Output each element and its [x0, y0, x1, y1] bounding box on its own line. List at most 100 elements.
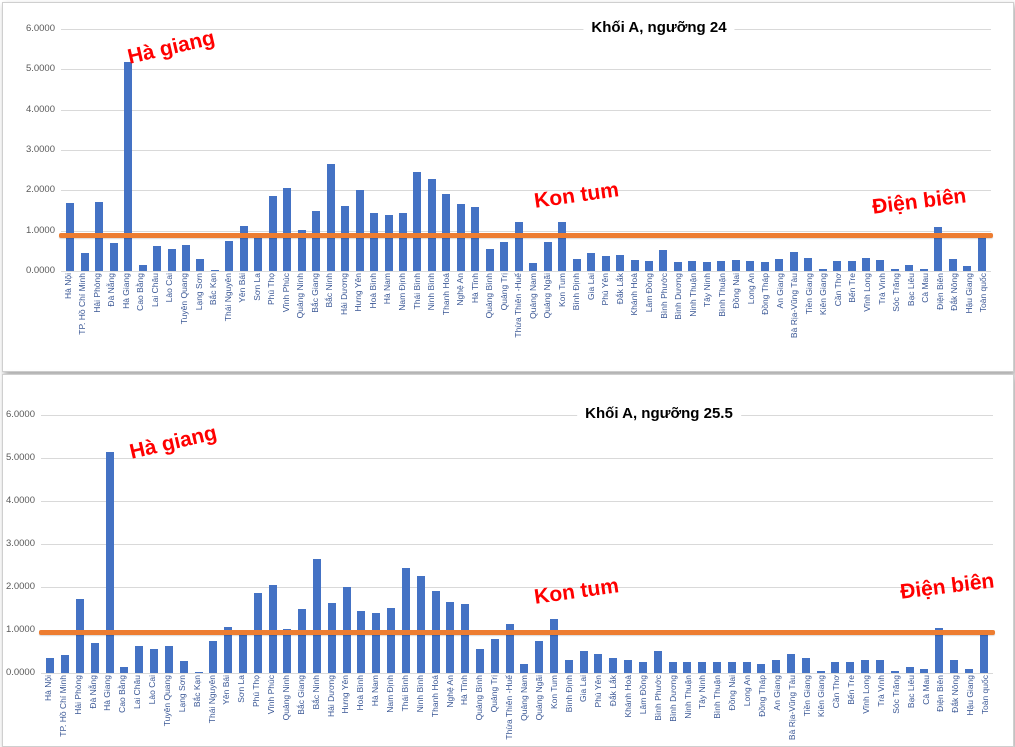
x-category-label: Yên Bái [221, 675, 232, 705]
bar-slot [221, 415, 236, 673]
bar-slot [947, 415, 962, 673]
bar-slot [191, 415, 206, 673]
x-label-cell: Long An [740, 675, 755, 706]
x-category-label: Sơn La [236, 675, 247, 703]
bar-Toàn quốc [977, 234, 986, 271]
x-labels: Hà Nội TP. Hồ Chí Minh Hải Phòng Đà Nẵng Hà … [61, 273, 991, 371]
bar-Cao Bằng [138, 265, 147, 271]
bar-slot [642, 29, 656, 271]
bar-Yên Bái [224, 627, 233, 673]
bar-An Giang [775, 259, 784, 271]
bar-Cần Thơ [833, 261, 842, 271]
x-category-label: Tiền Giang [801, 675, 812, 717]
x-label-cell: Nghệ An [453, 273, 468, 306]
bar-slot [265, 415, 280, 673]
bar-Quảng Nam [520, 664, 529, 673]
x-label-cell: Bình Định [562, 675, 577, 712]
x-label-cell: Quảng Ngãi [541, 273, 556, 318]
x-label-cell: Quảng Bình [472, 675, 487, 720]
bar-slot [439, 29, 453, 271]
x-category-label: Đồng Tháp [760, 273, 771, 315]
x-category-label: Bình Phước [658, 273, 669, 319]
x-category-label: Bình Dương [673, 273, 684, 320]
x-label-cell: Hậu Giang [962, 273, 977, 314]
bar-Lạng Sơn [179, 661, 188, 673]
bar-slot [206, 415, 221, 673]
bar-Bình Phước [659, 250, 668, 271]
x-label-cell: Ninh Thuận [686, 273, 701, 317]
bar-slot [769, 415, 784, 673]
bar-Cần Thơ [831, 662, 840, 673]
x-category-label: Thừa Thiên -Huế [504, 675, 515, 740]
bar-slot [410, 29, 424, 271]
x-category-label: Bắc Kạn [191, 675, 202, 708]
x-category-label: Hải Phòng [91, 273, 102, 313]
x-label-cell: Đắk Nông [947, 273, 962, 311]
bar-Lai Châu [135, 646, 144, 673]
bar-slot [561, 415, 576, 673]
x-category-label: Lào Cai [164, 273, 175, 303]
bar-Cà Mau [920, 669, 929, 673]
x-category-label: Phú Thọ [266, 273, 277, 305]
bar-slot [758, 29, 772, 271]
bar-Kon Tum [550, 619, 559, 673]
gridline [61, 231, 991, 232]
x-label-cell: Hưng Yên [352, 273, 367, 312]
x-category-label: Toàn quốc [978, 273, 989, 313]
bar-Sơn La [238, 632, 247, 673]
bar-Bến Tre [847, 261, 856, 271]
bar-slot [413, 415, 428, 673]
bar-slot [310, 415, 325, 673]
y-tick-label: 3.0000 [5, 538, 35, 549]
bar-Nghệ An [446, 602, 455, 673]
bar-slot [193, 29, 207, 271]
bar-slot [468, 29, 482, 271]
x-label-cell: Bình Định [570, 273, 585, 310]
bar-Quảng Ngãi [535, 641, 544, 673]
bar-slot [700, 29, 714, 271]
x-label-cell: Lạng Sơn [192, 273, 207, 310]
x-label-cell: Vĩnh Long [860, 273, 875, 312]
bar-slot [512, 29, 526, 271]
x-label-cell: Phú Thọ [249, 675, 264, 707]
bar-Bắc Giang [298, 609, 307, 673]
bar-Hải Phòng [76, 599, 85, 673]
x-category-label: Bến Tre [847, 273, 858, 303]
bar-slot [576, 415, 591, 673]
bar-Ninh Thuận [688, 261, 697, 271]
bar-Thái Nguyên [209, 641, 218, 673]
bar-slot [117, 415, 132, 673]
bar-Hải Dương [341, 206, 350, 271]
x-labels: Hà Nội TP. Hồ Chí Minh Hải Phòng Đà Nẵng Hà … [41, 675, 993, 746]
bar-slot [813, 415, 828, 673]
x-label-cell: Kiên Giang [817, 273, 832, 315]
bar-Hà Nam [384, 215, 393, 271]
x-category-label: Vĩnh Long [861, 675, 872, 714]
bar-slot [613, 29, 627, 271]
x-label-cell: Quảng Trị [487, 675, 502, 712]
x-category-label: Bến Tre [846, 675, 857, 705]
bar-slot [497, 29, 511, 271]
x-label-cell: Lai Châu [148, 273, 163, 307]
x-label-cell: Hà Nam [381, 273, 396, 304]
bar-Hưng Yên [355, 190, 364, 271]
bar-Đồng Tháp [757, 664, 766, 673]
x-label-cell: Hưng Yên [339, 675, 354, 714]
gridline [41, 501, 993, 502]
x-label-cell: Ninh Bình [413, 675, 428, 712]
bar-Hà Nội [46, 658, 55, 673]
bar-slot [695, 415, 710, 673]
x-category-label: Hải Phòng [72, 675, 83, 715]
plot-area [59, 29, 993, 272]
bar-Phú Yên [594, 654, 603, 673]
y-tick-label: 4.0000 [5, 495, 35, 506]
gridline [61, 271, 991, 272]
bar-Long An [742, 662, 751, 673]
bar-slot [606, 415, 621, 673]
bar-slot [87, 415, 102, 673]
y-tick-label: 6.0000 [5, 409, 35, 420]
x-category-label: Bắc Giang [295, 675, 306, 715]
bar-slot [222, 29, 236, 271]
x-category-label: Bình Thuận [716, 273, 727, 317]
